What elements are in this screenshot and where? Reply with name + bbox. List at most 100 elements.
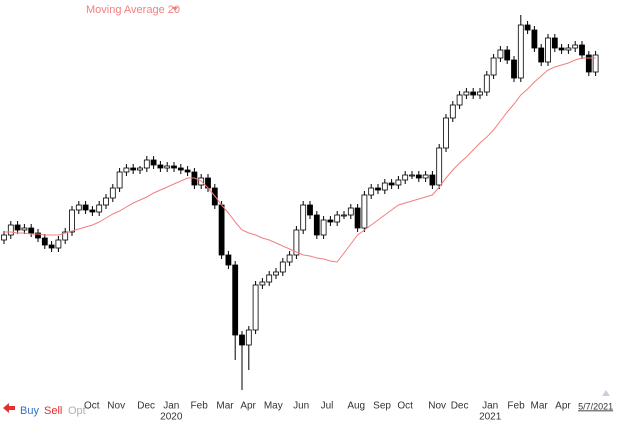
- candle-body: [252, 284, 259, 331]
- x-tick-label: Feb: [507, 401, 525, 412]
- candle-body: [368, 187, 375, 196]
- x-tick-label: Jan: [482, 401, 498, 412]
- candle-body: [470, 91, 477, 96]
- x-tick-label: Jun: [293, 401, 309, 412]
- candle-body: [388, 182, 395, 186]
- candle-body: [75, 204, 82, 211]
- candle-body: [483, 74, 490, 93]
- candle-body: [123, 167, 130, 173]
- candle-body: [381, 182, 388, 191]
- candle-body: [429, 174, 436, 186]
- candle-body: [259, 281, 266, 286]
- x-tick-label: Sep: [373, 401, 391, 412]
- moving-average-line: [4, 57, 596, 263]
- candle-body: [109, 187, 116, 199]
- candle-body: [592, 54, 599, 73]
- candle-body: [375, 187, 381, 191]
- candle-body: [286, 254, 293, 263]
- candle-body: [307, 204, 313, 216]
- candle-body: [395, 179, 402, 186]
- candle-body: [157, 164, 164, 169]
- candle-body: [497, 49, 504, 59]
- candle-body: [504, 49, 511, 61]
- candle-body: [463, 91, 470, 96]
- candle-body: [171, 165, 177, 169]
- x-tick-label: Nov: [428, 401, 446, 412]
- candle-body: [565, 47, 572, 51]
- candle-body: [422, 174, 429, 179]
- x-tick-label: Apr: [240, 401, 256, 412]
- candle-body: [327, 219, 334, 223]
- candle-body: [89, 209, 96, 213]
- candle-body: [402, 174, 409, 181]
- candle-body: [82, 204, 89, 211]
- candle-body: [477, 91, 483, 96]
- candle-body: [415, 174, 422, 179]
- candle-body: [511, 59, 517, 79]
- candle-body: [96, 204, 103, 213]
- candle-body: [28, 227, 35, 234]
- candle-body: [150, 159, 157, 166]
- opt-button[interactable]: Opt: [68, 405, 86, 417]
- candle-body: [245, 329, 252, 346]
- x-tick-label: Oct: [397, 401, 413, 412]
- indicator-label[interactable]: Moving Average 20: [86, 4, 180, 16]
- candle-body: [55, 239, 62, 249]
- candle-body: [62, 231, 69, 241]
- x-tick-label: Apr: [555, 401, 571, 412]
- candle-body: [347, 207, 354, 216]
- candle-body: [517, 24, 524, 79]
- candle-body: [130, 167, 137, 171]
- candle-body: [41, 237, 48, 246]
- x-tick-label: Aug: [347, 401, 365, 412]
- candle-body: [341, 214, 347, 217]
- x-tick-label: Jan: [163, 401, 179, 412]
- candle-body: [585, 54, 592, 73]
- candle-body: [14, 224, 21, 231]
- candle-body: [137, 167, 143, 171]
- candle-body: [300, 204, 307, 231]
- candle-body: [48, 244, 55, 249]
- candle-body: [436, 147, 443, 186]
- candle-body: [273, 271, 279, 276]
- candle-body: [116, 171, 123, 189]
- x-tick-label: Nov: [107, 401, 125, 412]
- year-label: 2021: [479, 412, 502, 423]
- buy-button[interactable]: Buy: [20, 405, 39, 417]
- candle-body: [279, 261, 286, 273]
- candle-body: [164, 165, 171, 169]
- candle-body: [545, 37, 551, 63]
- sell-button[interactable]: Sell: [44, 405, 62, 417]
- x-tick-label: Dec: [451, 401, 469, 412]
- candle-body: [21, 227, 28, 231]
- candle-body: [490, 57, 497, 76]
- candle-body: [177, 167, 184, 171]
- candle-body: [579, 44, 585, 56]
- candle-body: [225, 254, 232, 266]
- candle-body: [266, 274, 273, 283]
- candle-body: [69, 209, 75, 233]
- x-tick-label: May: [264, 401, 283, 412]
- candle-body: [538, 47, 545, 63]
- candle-body: [320, 219, 327, 236]
- x-tick-label: Jul: [321, 401, 334, 412]
- candle-body: [443, 117, 449, 149]
- candle-body: [1, 234, 7, 241]
- indicator-dropdown[interactable]: [172, 7, 178, 11]
- x-tick-label: Mar: [216, 401, 234, 412]
- candle-body: [239, 334, 245, 346]
- candle-body: [103, 197, 109, 206]
- candle-body: [572, 44, 579, 49]
- x-tick-label: Oct: [84, 401, 100, 412]
- year-label: 2020: [160, 412, 183, 423]
- candle-body: [456, 94, 463, 106]
- candle-body: [361, 194, 368, 229]
- candle-body: [293, 229, 300, 256]
- x-tick-label: Mar: [531, 401, 549, 412]
- trade-icon[interactable]: [3, 403, 15, 413]
- x-tick-label: Feb: [191, 401, 209, 412]
- candle-body: [313, 214, 320, 236]
- toolbar: Buy Sell Opt: [3, 403, 86, 417]
- candle-body: [184, 169, 191, 173]
